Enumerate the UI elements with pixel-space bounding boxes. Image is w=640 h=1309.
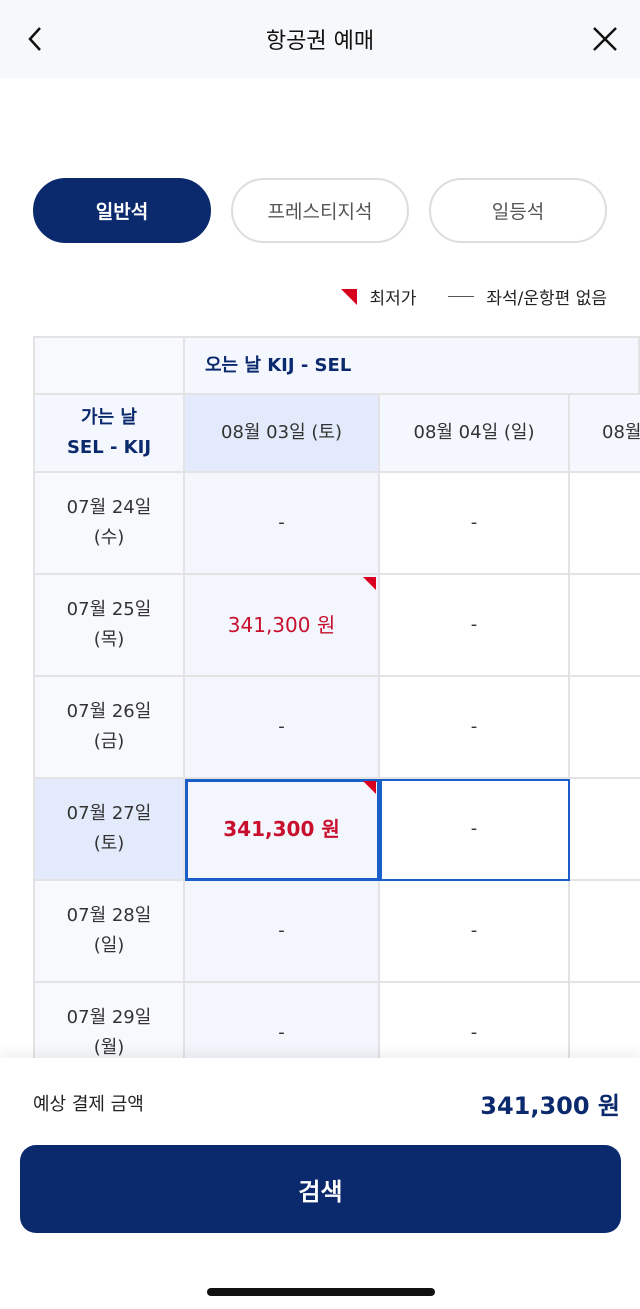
depart-date: 07월 28일 [66, 905, 152, 926]
depart-day: (수) [93, 527, 125, 548]
fare-cell[interactable]: - [380, 779, 570, 881]
legend: 최저가 좌석/운항편 없음 [341, 284, 607, 309]
no-fare-dash: - [470, 920, 478, 941]
table-row: 07월 25일 (목) 341,300 원 - [33, 575, 640, 677]
search-button[interactable]: 검색 [20, 1145, 621, 1233]
depart-day: (일) [93, 935, 125, 956]
depart-date-cell[interactable]: 07월 24일 (수) [33, 473, 185, 575]
table-row: 07월 24일 (수) - - [33, 473, 640, 575]
table-row: 07월 27일 (토) 341,300 원 - [33, 779, 640, 881]
fare-cell[interactable] [570, 575, 640, 677]
corner-cell [33, 338, 185, 395]
close-icon[interactable] [590, 24, 620, 54]
no-fare-dash: - [278, 716, 285, 737]
depart-day: (목) [93, 629, 125, 650]
depart-date: 07월 27일 [66, 803, 152, 824]
depart-route: SEL - KIJ [66, 437, 152, 458]
dash-icon [448, 296, 475, 297]
no-fare-dash: - [278, 920, 285, 941]
return-header: 오는 날 KIJ - SEL [185, 338, 640, 395]
fare-cell[interactable] [570, 677, 640, 779]
lowest-price-marker-icon [363, 577, 376, 590]
chevron-left-icon[interactable] [22, 22, 50, 56]
lowest-price-marker-icon [363, 781, 376, 794]
fare-cell[interactable]: - [185, 881, 380, 983]
fare-cell[interactable]: - [380, 575, 570, 677]
no-fare-dash: - [470, 1022, 478, 1043]
fare-cell[interactable]: 341,300 원 [185, 779, 380, 881]
fare-cell[interactable]: - [380, 983, 570, 1058]
fare-price: 341,300 원 [227, 613, 336, 637]
tab-first[interactable]: 일등석 [429, 178, 607, 243]
fare-cell[interactable] [570, 779, 640, 881]
table-row: 07월 26일 (금) - - [33, 677, 640, 779]
fare-cell[interactable]: 341,300 원 [185, 575, 380, 677]
tab-economy[interactable]: 일반석 [33, 178, 211, 243]
cabin-class-tabs: 일반석 프레스티지석 일등석 [33, 178, 607, 243]
depart-date: 07월 26일 [66, 701, 152, 722]
no-fare-dash: - [470, 614, 478, 635]
table-row: 07월 28일 (일) - - [33, 881, 640, 983]
no-fare-dash: - [470, 716, 478, 737]
depart-date: 07월 25일 [66, 599, 152, 620]
fare-price: 341,300 원 [223, 817, 340, 841]
legend-lowest: 최저가 [369, 289, 417, 309]
no-fare-dash: - [470, 512, 478, 533]
fare-cell[interactable] [570, 881, 640, 983]
depart-date: 07월 29일 [66, 1007, 152, 1028]
depart-date-cell[interactable]: 07월 27일 (토) [33, 779, 185, 881]
depart-date-cell[interactable]: 07월 25일 (목) [33, 575, 185, 677]
depart-day: (월) [93, 1037, 125, 1058]
depart-day: (금) [93, 731, 125, 752]
fare-cell[interactable]: - [185, 983, 380, 1058]
header: 항공권 예매 [0, 0, 640, 78]
page-title: 항공권 예매 [265, 29, 375, 54]
table-row: 07월 29일 (월) - - [33, 983, 640, 1058]
fare-cell[interactable]: - [380, 677, 570, 779]
depart-date-cell[interactable]: 07월 29일 (월) [33, 983, 185, 1058]
no-fare-dash: - [470, 818, 478, 839]
fare-cell[interactable]: - [185, 473, 380, 575]
depart-day: (토) [93, 833, 125, 854]
amount-value: 341,300 원 [480, 1092, 620, 1120]
tab-prestige[interactable]: 프레스티지석 [231, 178, 409, 243]
return-date-header[interactable]: 08월 03일 (토) [185, 395, 380, 473]
fare-cell[interactable] [570, 473, 640, 575]
fare-cell[interactable] [570, 983, 640, 1058]
legend-no-seat: 좌석/운항편 없음 [486, 289, 607, 309]
amount-label: 예상 결제 금액 [33, 1094, 144, 1115]
fare-calendar: 오는 날 KIJ - SEL 가는 날 SEL - KIJ 08월 03일 (토)… [33, 336, 640, 1058]
no-fare-dash: - [278, 1022, 285, 1043]
fare-cell[interactable]: - [380, 881, 570, 983]
return-date-header[interactable]: 08월 04일 (일) [380, 395, 570, 473]
depart-date-cell[interactable]: 07월 28일 (일) [33, 881, 185, 983]
return-date-header[interactable]: 08월 [570, 395, 640, 473]
no-fare-dash: - [278, 512, 285, 533]
fare-cell[interactable]: - [380, 473, 570, 575]
lowest-price-marker-icon [341, 288, 358, 305]
home-indicator [207, 1288, 435, 1296]
depart-header: 가는 날 SEL - KIJ [33, 395, 185, 473]
depart-date: 07월 24일 [66, 497, 152, 518]
fare-cell[interactable]: - [185, 677, 380, 779]
depart-label: 가는 날 [81, 407, 137, 428]
footer-panel: 예상 결제 금액 341,300 원 검색 [0, 1058, 640, 1309]
depart-date-cell[interactable]: 07월 26일 (금) [33, 677, 185, 779]
